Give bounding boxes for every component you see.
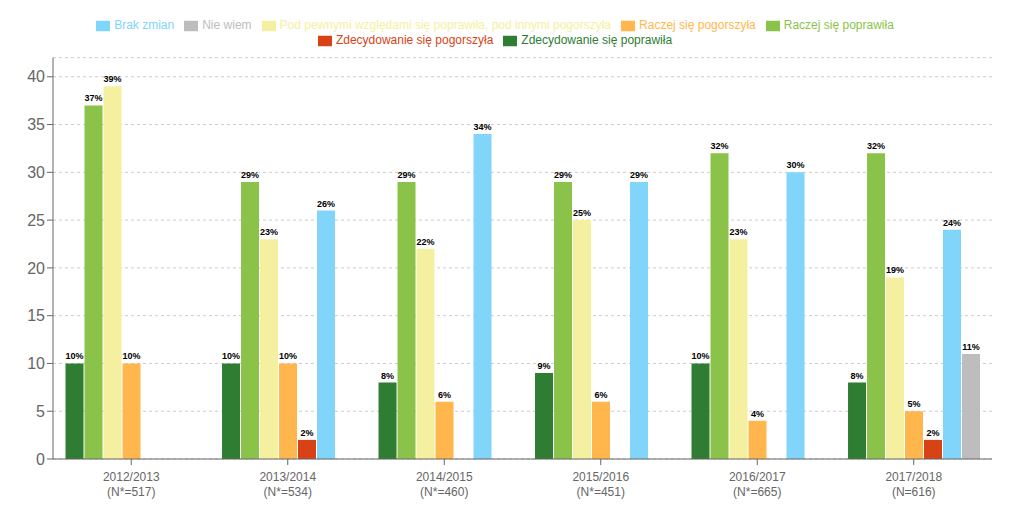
svg-text:32%: 32%: [867, 141, 885, 151]
svg-text:0: 0: [36, 451, 45, 468]
svg-text:15: 15: [27, 307, 45, 324]
html-text:Raczej się poprawiła: Raczej się poprawiła: [783, 18, 894, 32]
svg-text:5%: 5%: [908, 399, 921, 409]
html-text:Zdecydowanie się pogorszyła: Zdecydowanie się pogorszyła: [335, 32, 494, 47]
svg-text:25%: 25%: [573, 208, 591, 218]
svg-text:23%: 23%: [730, 227, 748, 237]
svg-text:2017/2018(N=616): 2017/2018(N=616): [885, 470, 942, 499]
svg-text:29%: 29%: [554, 170, 572, 180]
svg-text:10%: 10%: [692, 351, 710, 361]
svg-text:10%: 10%: [222, 351, 240, 361]
svg-text:4%: 4%: [751, 409, 764, 419]
svg-text:2014/2015(N*=460): 2014/2015(N*=460): [416, 470, 473, 499]
svg-text:29%: 29%: [630, 170, 648, 180]
svg-text:8%: 8%: [851, 371, 864, 381]
svg-text:2%: 2%: [927, 428, 940, 438]
svg-text:32%: 32%: [711, 141, 729, 151]
svg-text:22%: 22%: [417, 237, 435, 247]
svg-text:34%: 34%: [474, 122, 492, 132]
svg-text:6%: 6%: [595, 390, 608, 400]
svg-text:25: 25: [27, 212, 45, 229]
html-text:Raczej się pogorszyła: Raczej się pogorszyła: [639, 18, 756, 32]
svg-text:2015/2016(N*=451): 2015/2016(N*=451): [572, 470, 629, 499]
svg-text:20: 20: [27, 260, 45, 277]
svg-text:26%: 26%: [317, 199, 335, 209]
svg-text:37%: 37%: [85, 93, 103, 103]
svg-text:10%: 10%: [66, 351, 84, 361]
svg-text:2%: 2%: [301, 428, 314, 438]
svg-text:19%: 19%: [886, 265, 904, 275]
svg-text:29%: 29%: [241, 170, 259, 180]
svg-text:2012/2013(N*=517): 2012/2013(N*=517): [103, 470, 160, 499]
html-text:Brak zmian: Brak zmian: [114, 18, 175, 32]
html-text:Pod pewnymi względami się popr: Pod pewnymi względami się poprawiła, pod…: [279, 18, 611, 32]
svg-text:29%: 29%: [398, 170, 416, 180]
svg-text:23%: 23%: [260, 227, 278, 237]
svg-text:40: 40: [27, 68, 45, 85]
svg-text:11%: 11%: [962, 342, 980, 352]
svg-text:5: 5: [36, 403, 45, 420]
svg-text:30: 30: [27, 164, 45, 181]
svg-text:24%: 24%: [943, 218, 961, 228]
svg-text:30%: 30%: [787, 160, 805, 170]
svg-text:39%: 39%: [104, 74, 122, 84]
svg-text:10%: 10%: [123, 351, 141, 361]
svg-text:2016/2017(N*=665): 2016/2017(N*=665): [729, 470, 786, 499]
svg-text:6%: 6%: [438, 390, 451, 400]
html-text:Nie wiem: Nie wiem: [202, 18, 252, 32]
svg-text:10: 10: [27, 355, 45, 372]
svg-text:10%: 10%: [279, 351, 297, 361]
svg-text:8%: 8%: [381, 371, 394, 381]
html-text:Zdecydowanie się poprawiła: Zdecydowanie się poprawiła: [521, 32, 673, 47]
svg-text:9%: 9%: [538, 361, 551, 371]
svg-text:35: 35: [27, 116, 45, 133]
svg-text:2013/2014(N*=534): 2013/2014(N*=534): [259, 470, 316, 499]
